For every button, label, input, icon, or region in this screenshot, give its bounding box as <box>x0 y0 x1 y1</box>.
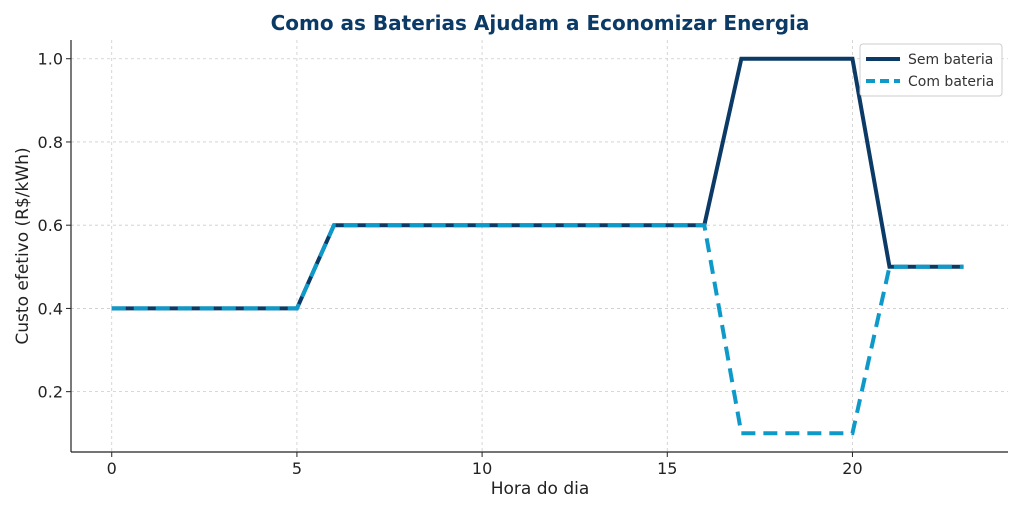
x-tick-label: 0 <box>107 459 117 478</box>
series-line <box>111 56 964 311</box>
legend: Sem bateria Com bateria <box>859 43 1003 97</box>
axes <box>70 40 1008 453</box>
chart-title: Como as Baterias Ajudam a Economizar Ene… <box>271 11 810 35</box>
legend-label: Sem bateria <box>908 52 993 68</box>
x-axis-label: Hora do dia <box>491 479 590 499</box>
x-tick-label: 5 <box>292 459 302 478</box>
grid <box>71 40 1008 452</box>
y-tick-label: 0.6 <box>38 216 63 235</box>
x-tick-label: 15 <box>657 459 677 478</box>
y-tick-label: 0.8 <box>38 133 63 152</box>
y-tick-label: 1.0 <box>38 50 63 69</box>
y-axis-label: Custo efetivo (R$/kWh) <box>13 147 33 344</box>
series-layer <box>111 56 964 436</box>
y-tick-label: 0.4 <box>38 299 63 318</box>
series-line <box>111 223 964 436</box>
legend-label: Com bateria <box>908 74 994 90</box>
ticks: 0 5 10 15 20 0.2 0.4 0.6 0.8 1.0 <box>38 50 863 478</box>
x-tick-label: 20 <box>842 459 862 478</box>
x-tick-label: 10 <box>472 459 492 478</box>
y-tick-label: 0.2 <box>38 383 63 402</box>
